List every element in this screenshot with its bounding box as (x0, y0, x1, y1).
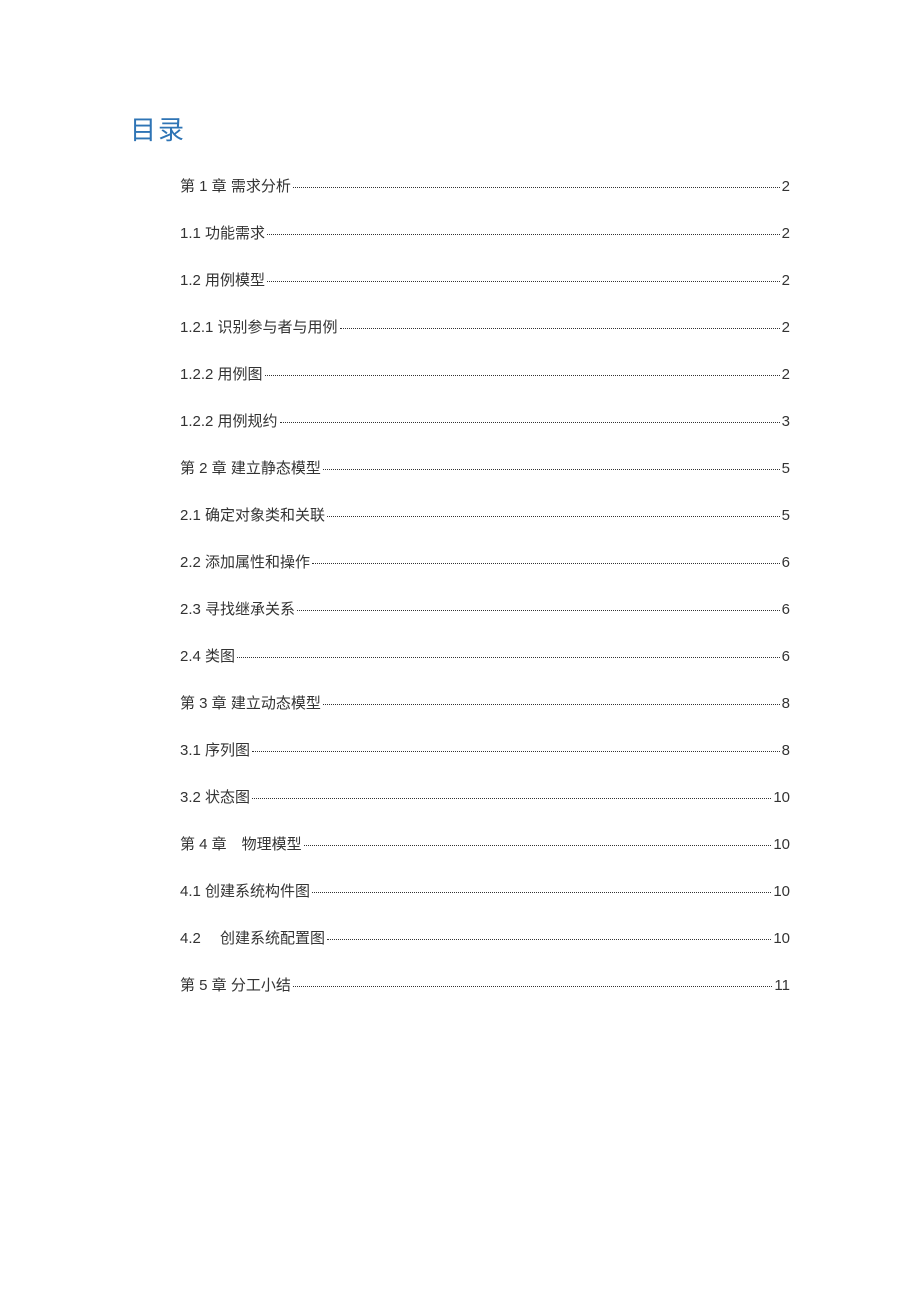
toc-dots (304, 845, 772, 846)
toc-entry-label: 第 1 章 需求分析 (180, 175, 291, 196)
toc-dots (327, 939, 771, 940)
toc-entry-page: 10 (773, 930, 790, 947)
toc-entry-page: 6 (782, 554, 790, 571)
toc-entry: 2.2 添加属性和操作 6 (180, 551, 790, 572)
toc-entry-label: 1.2.2 用例图 (180, 363, 263, 384)
toc-entry-label: 第 2 章 建立静态模型 (180, 457, 321, 478)
toc-dots (323, 469, 780, 470)
toc-title: 目录 (130, 110, 790, 147)
toc-entry-page: 6 (782, 601, 790, 618)
toc-entry-page: 2 (782, 366, 790, 383)
toc-entry-page: 2 (782, 319, 790, 336)
toc-dots (297, 610, 780, 611)
toc-entry-page: 6 (782, 648, 790, 665)
toc-entry-label: 2.4 类图 (180, 645, 235, 666)
toc-entry: 4.2 创建系统配置图 10 (180, 927, 790, 948)
toc-entry-label: 1.1 功能需求 (180, 222, 265, 243)
toc-entry: 3.2 状态图 10 (180, 786, 790, 807)
toc-entry-label: 3.1 序列图 (180, 739, 250, 760)
toc-entry-page: 10 (773, 836, 790, 853)
toc-dots (327, 516, 780, 517)
toc-entry-label: 第 4 章 物理模型 (180, 833, 302, 854)
toc-dots (252, 751, 780, 752)
toc-entry-page: 8 (782, 695, 790, 712)
toc-dots (237, 657, 780, 658)
toc-entry: 1.2.2 用例图 2 (180, 363, 790, 384)
toc-dots (267, 281, 780, 282)
toc-entry-label: 1.2.1 识别参与者与用例 (180, 316, 338, 337)
toc-list: 第 1 章 需求分析 2 1.1 功能需求 2 1.2 用例模型 2 1.2.1… (130, 175, 790, 995)
toc-entry-label: 第 3 章 建立动态模型 (180, 692, 321, 713)
toc-entry: 第 1 章 需求分析 2 (180, 175, 790, 196)
toc-entry: 3.1 序列图 8 (180, 739, 790, 760)
toc-entry-page: 11 (774, 977, 790, 994)
toc-entry-page: 5 (782, 460, 790, 477)
toc-entry-label: 2.3 寻找继承关系 (180, 598, 295, 619)
toc-dots (293, 187, 780, 188)
toc-entry: 2.1 确定对象类和关联 5 (180, 504, 790, 525)
toc-entry: 1.1 功能需求 2 (180, 222, 790, 243)
toc-entry-label: 第 5 章 分工小结 (180, 974, 291, 995)
toc-entry-label: 1.2 用例模型 (180, 269, 265, 290)
toc-entry: 第 4 章 物理模型 10 (180, 833, 790, 854)
toc-entry-page: 2 (782, 272, 790, 289)
toc-dots (312, 892, 771, 893)
toc-entry: 1.2.2 用例规约 3 (180, 410, 790, 431)
toc-entry-page: 5 (782, 507, 790, 524)
toc-entry: 4.1 创建系统构件图 10 (180, 880, 790, 901)
toc-entry-label: 3.2 状态图 (180, 786, 250, 807)
toc-entry-label: 4.1 创建系统构件图 (180, 880, 310, 901)
toc-entry-page: 2 (782, 178, 790, 195)
toc-entry-page: 8 (782, 742, 790, 759)
toc-entry-page: 10 (773, 883, 790, 900)
toc-dots (323, 704, 780, 705)
toc-entry-page: 2 (782, 225, 790, 242)
toc-entry: 1.2 用例模型 2 (180, 269, 790, 290)
toc-dots (252, 798, 771, 799)
toc-entry: 1.2.1 识别参与者与用例 2 (180, 316, 790, 337)
toc-entry-page: 3 (782, 413, 790, 430)
toc-entry: 第 5 章 分工小结 11 (180, 974, 790, 995)
toc-dots (280, 422, 780, 423)
toc-dots (267, 234, 780, 235)
toc-dots (312, 563, 780, 564)
toc-dots (265, 375, 780, 376)
toc-entry-label: 1.2.2 用例规约 (180, 410, 278, 431)
toc-entry-page: 10 (773, 789, 790, 806)
toc-entry: 第 2 章 建立静态模型 5 (180, 457, 790, 478)
toc-entry-label: 2.1 确定对象类和关联 (180, 504, 325, 525)
toc-entry: 2.3 寻找继承关系 6 (180, 598, 790, 619)
toc-entry: 2.4 类图 6 (180, 645, 790, 666)
toc-entry-label: 2.2 添加属性和操作 (180, 551, 310, 572)
toc-entry-label: 4.2 创建系统配置图 (180, 927, 325, 948)
toc-entry: 第 3 章 建立动态模型 8 (180, 692, 790, 713)
toc-dots (340, 328, 780, 329)
toc-dots (293, 986, 773, 987)
